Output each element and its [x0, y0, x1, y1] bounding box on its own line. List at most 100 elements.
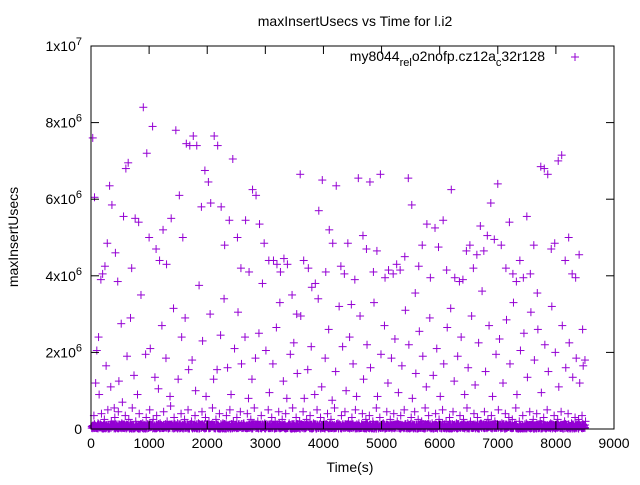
data-point: [228, 154, 237, 163]
data-point: [347, 300, 356, 309]
data-point: [336, 262, 345, 271]
data-point: [310, 390, 319, 399]
y-tick-label: 4x106: [46, 266, 82, 284]
data-point: [516, 346, 525, 355]
data-point: [197, 202, 206, 211]
y-axis-label: maxInsertUsecs: [5, 187, 21, 287]
data-point: [244, 394, 253, 403]
data-point: [540, 340, 549, 349]
data-point: [97, 409, 106, 418]
data-point: [340, 407, 349, 416]
data-point: [88, 133, 97, 142]
data-point: [313, 405, 322, 414]
data-point: [107, 200, 116, 209]
data-point: [126, 313, 135, 322]
data-point: [216, 331, 225, 340]
data-point: [303, 365, 312, 374]
y-tick-label: 8x106: [46, 113, 82, 131]
data-point: [135, 409, 144, 418]
data-point: [494, 405, 503, 414]
data-point: [182, 139, 191, 148]
data-point: [365, 411, 374, 420]
data-point: [202, 392, 211, 401]
data-point: [92, 346, 101, 355]
data-point: [518, 411, 527, 420]
data-point: [307, 283, 316, 292]
y-tick-label: 1x107: [46, 36, 82, 54]
data-point: [296, 170, 305, 179]
data-point: [411, 289, 420, 298]
data-point: [350, 275, 359, 284]
data-point: [150, 373, 159, 382]
data-point: [250, 403, 259, 412]
data-point: [526, 308, 535, 317]
data-point: [128, 403, 137, 412]
data-point: [111, 248, 120, 257]
data-point: [293, 369, 302, 378]
data-point: [283, 260, 292, 269]
legend-plus: [571, 53, 579, 61]
data-point: [424, 411, 433, 420]
data-point: [476, 222, 485, 231]
data-point: [258, 279, 267, 288]
data-point: [394, 388, 403, 397]
data-point: [152, 244, 161, 253]
legend: my8044relo2nofp.cz12ac32r128: [350, 48, 579, 69]
data-point: [422, 382, 431, 391]
legend-subscript-2: c: [496, 57, 502, 69]
data-point: [191, 411, 200, 420]
data-point: [575, 379, 584, 388]
data-point: [98, 269, 107, 278]
data-point: [392, 260, 401, 269]
data-point: [162, 260, 171, 269]
data-point: [299, 256, 308, 265]
data-point: [469, 264, 478, 273]
y-tick-label: 2x106: [46, 342, 82, 360]
data-point: [462, 403, 471, 412]
data-point: [431, 223, 440, 232]
data-point: [481, 367, 490, 376]
data-point: [561, 256, 570, 265]
data-point: [213, 141, 222, 150]
data-point: [450, 273, 459, 282]
data-point: [460, 390, 469, 399]
data-point: [195, 281, 204, 290]
data-point: [100, 262, 109, 271]
data-point: [161, 354, 170, 363]
data-point: [328, 239, 337, 248]
data-point: [332, 181, 341, 190]
data-point: [557, 151, 566, 160]
data-point: [389, 409, 398, 418]
data-point: [323, 409, 332, 418]
data-point: [340, 269, 349, 278]
baseline-point: [580, 423, 589, 432]
data-point: [272, 323, 281, 332]
data-point: [178, 233, 187, 242]
data-point: [464, 363, 473, 372]
data-point: [400, 405, 409, 414]
chart-title: maxInsertUsecs vs Time for l.i2: [258, 13, 453, 29]
data-point: [370, 298, 379, 307]
data-point: [439, 359, 448, 368]
data-point: [233, 233, 242, 242]
data-point: [282, 394, 291, 403]
data-point: [197, 407, 206, 416]
data-point: [279, 254, 288, 263]
data-points: [87, 103, 590, 433]
data-point: [110, 403, 119, 412]
data-point: [314, 206, 323, 215]
data-point: [118, 398, 127, 407]
data-point: [345, 333, 354, 342]
data-point: [181, 313, 190, 322]
data-point: [330, 403, 339, 412]
data-point: [141, 350, 150, 359]
data-point: [400, 252, 409, 261]
data-point: [372, 403, 381, 412]
data-point: [223, 363, 232, 372]
data-point: [174, 375, 183, 384]
data-point: [564, 233, 573, 242]
data-point: [232, 413, 241, 422]
data-point: [575, 250, 584, 259]
data-point: [376, 170, 385, 179]
